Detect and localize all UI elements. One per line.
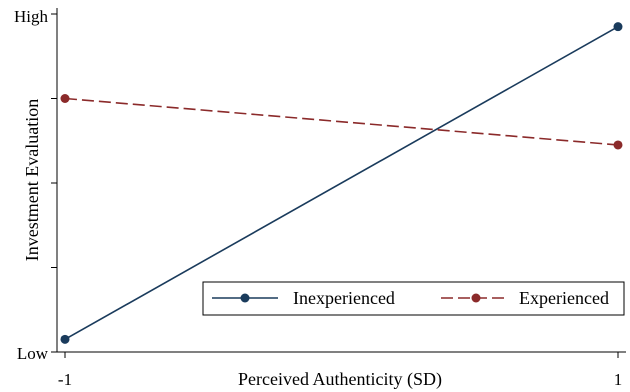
data-point-experienced-1 [613,140,623,150]
x-tick-label-right: 1 [614,370,623,389]
x-tick-label-left: -1 [58,370,72,389]
x-axis-title: Perceived Authenticity (SD) [238,369,442,390]
legend-marker-inexperienced [240,293,250,303]
series-layer [60,22,623,344]
legend-marker-experienced [471,293,481,303]
y-ticks [51,13,57,353]
series-line-inexperienced [64,25,619,341]
y-tick-label-high: High [14,7,49,26]
legend: Inexperienced Experienced [202,281,625,316]
data-point-inexperienced-0 [60,334,70,344]
data-point-inexperienced-1 [613,22,623,32]
series-line-experienced [64,97,619,146]
legend-label-experienced: Experienced [519,288,609,308]
legend-label-inexperienced: Inexperienced [293,288,395,308]
data-point-experienced-0 [60,94,70,103]
y-tick-label-low: Low [17,344,49,363]
y-axis-title: Investment Evaluation [22,99,42,261]
